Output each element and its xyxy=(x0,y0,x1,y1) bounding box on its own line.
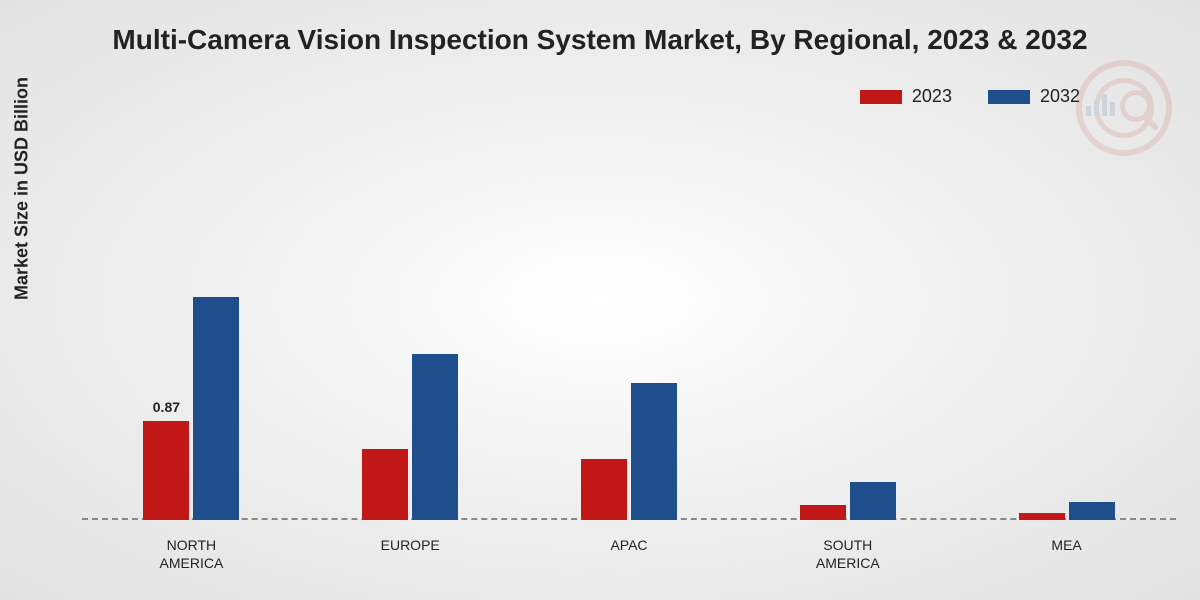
bar-2032 xyxy=(193,297,239,520)
bar-2023 xyxy=(581,459,627,520)
bar-group xyxy=(738,120,957,520)
x-axis-ticks: NORTHAMERICAEUROPEAPACSOUTHAMERICAMEA xyxy=(82,537,1176,572)
x-tick-label: APAC xyxy=(520,537,739,572)
bar-2023: 0.87 xyxy=(143,421,189,520)
bar-2023 xyxy=(1019,513,1065,520)
chart-title: Multi-Camera Vision Inspection System Ma… xyxy=(0,24,1200,56)
bar-2023 xyxy=(800,505,846,520)
bar-2023 xyxy=(362,449,408,520)
bar-2032 xyxy=(631,383,677,520)
bar-group: 0.87 xyxy=(82,120,301,520)
x-tick-label: MEA xyxy=(957,537,1176,572)
x-tick-label: SOUTHAMERICA xyxy=(738,537,957,572)
bar-group xyxy=(957,120,1176,520)
plot-area: 0.87 xyxy=(82,120,1176,520)
legend-item-2032: 2032 xyxy=(988,86,1080,107)
legend-swatch-2032 xyxy=(988,90,1030,104)
legend-label-2023: 2023 xyxy=(912,86,952,107)
legend: 2023 2032 xyxy=(860,86,1080,107)
legend-label-2032: 2032 xyxy=(1040,86,1080,107)
bar-group xyxy=(520,120,739,520)
legend-swatch-2023 xyxy=(860,90,902,104)
x-tick-label: NORTHAMERICA xyxy=(82,537,301,572)
bar-2032 xyxy=(1069,502,1115,520)
bar-groups: 0.87 xyxy=(82,120,1176,520)
bar-2032 xyxy=(412,354,458,520)
legend-item-2023: 2023 xyxy=(860,86,952,107)
bar-group xyxy=(301,120,520,520)
bar-2032 xyxy=(850,482,896,520)
y-axis-label: Market Size in USD Billion xyxy=(12,77,33,300)
x-tick-label: EUROPE xyxy=(301,537,520,572)
bar-value-label: 0.87 xyxy=(153,399,180,415)
chart-canvas: Multi-Camera Vision Inspection System Ma… xyxy=(0,0,1200,600)
